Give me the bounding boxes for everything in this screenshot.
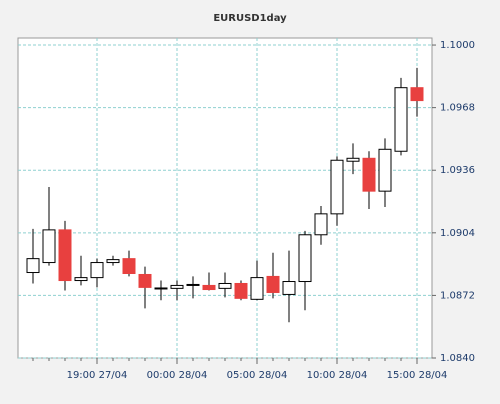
x-tick-label: 05:00 28/04 <box>227 370 288 381</box>
candle-body <box>330 159 344 215</box>
x-tick-label: 00:00 28/04 <box>147 370 208 381</box>
candle-body <box>282 281 296 295</box>
candle-body <box>202 284 216 291</box>
candle-body <box>122 258 136 275</box>
x-tick-label: 15:00 28/04 <box>387 370 448 381</box>
plot-area <box>17 37 433 359</box>
candle-body <box>74 277 88 282</box>
candle-body <box>218 282 232 289</box>
candle-body <box>250 277 264 300</box>
candle-body <box>170 284 184 289</box>
y-tick-label: 1.0936 <box>440 165 475 176</box>
y-tick-label: 1.0872 <box>440 290 475 301</box>
chart-title: EURUSD1day <box>213 13 287 24</box>
y-tick-label: 1.0840 <box>440 353 475 364</box>
candle-body <box>394 87 408 152</box>
y-tick-label: 1.1000 <box>440 40 475 51</box>
candle-body <box>410 87 424 102</box>
candle-body <box>90 262 104 279</box>
y-tick-label: 1.0904 <box>440 228 475 239</box>
candle-body <box>314 213 328 236</box>
candle-body <box>106 259 120 264</box>
candle-body <box>234 282 248 299</box>
y-tick-label: 1.0968 <box>440 103 475 114</box>
x-tick-label: 10:00 28/04 <box>307 370 368 381</box>
candle-body <box>138 273 152 288</box>
candle-body <box>266 275 280 293</box>
candle-body <box>58 229 72 282</box>
candle-body <box>154 287 168 290</box>
candle-body <box>298 234 312 283</box>
candle-body <box>186 283 200 286</box>
x-tick-label: 19:00 27/04 <box>67 370 128 381</box>
candle-body <box>26 258 40 274</box>
candle-body <box>378 148 392 192</box>
candle-body <box>42 229 56 264</box>
candle-body <box>362 157 376 192</box>
candle-body <box>346 157 360 162</box>
